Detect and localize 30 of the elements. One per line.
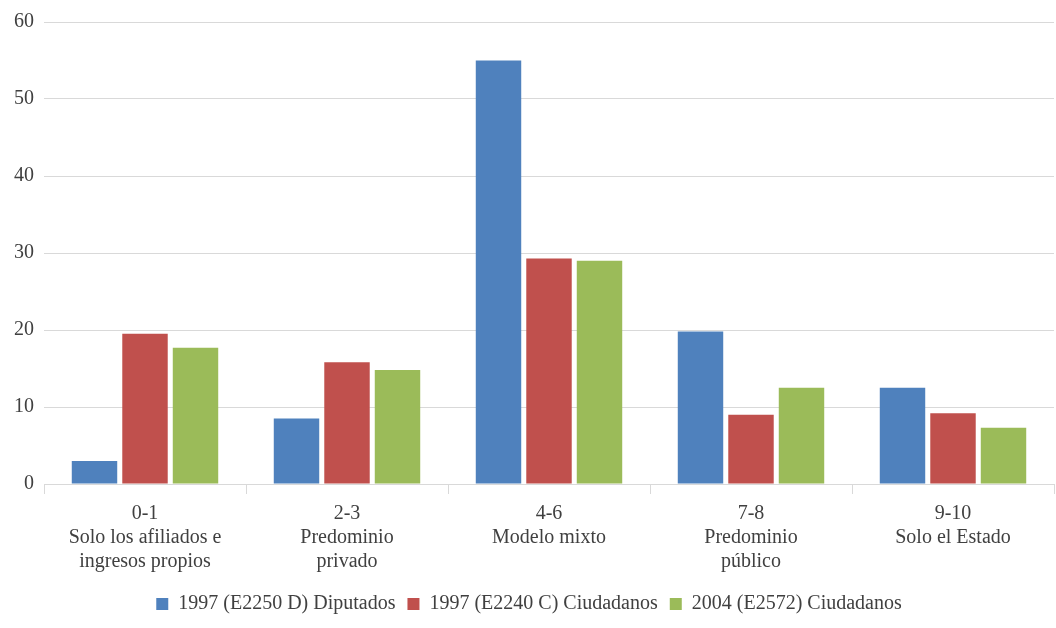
legend-label: 1997 (E2250 D) Diputados <box>178 591 396 615</box>
bar <box>778 387 825 484</box>
x-tick-label: 7-8 Predominio público <box>704 501 798 573</box>
y-tick-label: 50 <box>14 86 34 109</box>
y-tick-label: 40 <box>14 163 34 186</box>
y-tick-label: 10 <box>14 394 34 417</box>
y-tick-label: 60 <box>14 9 34 32</box>
bar <box>930 413 976 484</box>
x-tick-label: 4-6 Modelo mixto <box>492 501 606 548</box>
bar <box>879 387 926 484</box>
y-tick-label: 0 <box>24 471 34 494</box>
legend-label: 2004 (E2572) Ciudadanos <box>691 591 902 615</box>
bar <box>71 460 118 484</box>
x-tick-label: 2-3 Predominio privado <box>300 501 394 573</box>
legend-label: 1997 (E2240 C) Ciudadanos <box>429 591 658 615</box>
bar <box>526 258 572 484</box>
bar <box>374 370 421 484</box>
x-tick-label: 9-10 Solo el Estado <box>895 501 1011 548</box>
bar <box>324 362 370 484</box>
bar <box>122 333 168 484</box>
bar <box>728 414 774 484</box>
bar <box>475 60 522 484</box>
bar <box>677 331 724 484</box>
bar <box>576 260 623 484</box>
y-tick-label: 30 <box>14 240 34 263</box>
x-tick-label: 0-1 Solo los afiliados e ingresos propios <box>68 501 222 573</box>
bar <box>273 418 320 484</box>
y-tick-label: 20 <box>14 317 34 340</box>
bar <box>172 347 219 484</box>
bar <box>980 427 1027 484</box>
